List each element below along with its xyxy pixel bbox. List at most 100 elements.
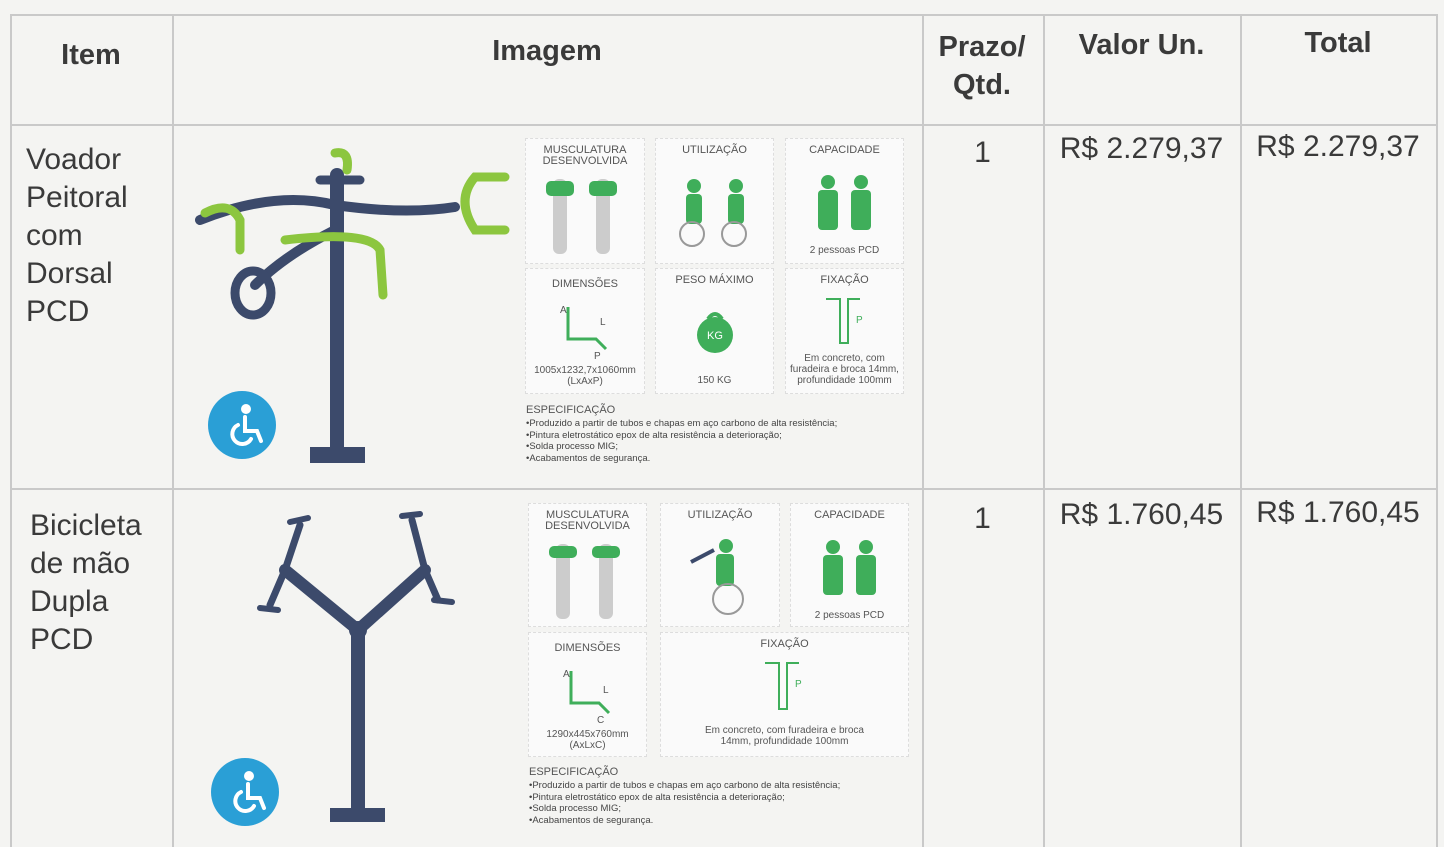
panel: PESO MÁXIMO KG 150 KG xyxy=(655,268,774,394)
figures xyxy=(686,179,744,224)
panel: MUSCULATURA DESENVOLVIDA xyxy=(525,138,645,264)
spec-title: ESPECIFICAÇÃO xyxy=(529,766,619,778)
handle xyxy=(200,203,245,255)
figures xyxy=(818,175,871,230)
panel: UTILIZAÇÃO xyxy=(655,138,774,264)
panel-title: FIXAÇÃO xyxy=(760,638,809,650)
body xyxy=(556,544,570,619)
fix-letter: P xyxy=(795,679,802,690)
panel-text: Em concreto, com furadeira e broca 14mm,… xyxy=(705,725,864,747)
handles xyxy=(200,148,510,300)
base xyxy=(310,447,365,463)
dim-letter: C xyxy=(597,715,604,725)
panel-text: Em concreto, com furadeira e broca 14mm,… xyxy=(790,353,899,386)
total-price: R$ 2.279,37 xyxy=(1256,130,1420,163)
spec-item: Solda processo MIG; xyxy=(529,803,909,815)
wheel xyxy=(721,221,747,247)
crank xyxy=(690,548,715,564)
fix-letter: P xyxy=(856,315,863,326)
spec-title: ESPECIFICAÇÃO xyxy=(526,404,616,416)
spec-item: Produzido a partir de tubos e chapas em … xyxy=(529,780,909,792)
dimension-icon: A L P xyxy=(560,305,608,361)
capacity-icon xyxy=(818,175,871,230)
border xyxy=(10,488,1438,490)
icon-head xyxy=(244,771,254,781)
header-cell: Total xyxy=(1304,27,1372,59)
anchor xyxy=(826,298,860,344)
panel-title: PESO MÁXIMO xyxy=(675,274,754,286)
panel-title: MUSCULATURA DESENVOLVIDA xyxy=(542,144,628,167)
bodies xyxy=(553,179,610,254)
panel-title: CAPACIDADE xyxy=(814,509,885,521)
header-cell: Imagem xyxy=(492,35,602,67)
muscle xyxy=(549,546,577,558)
torso xyxy=(818,190,838,230)
icon-wheel xyxy=(230,423,253,446)
header-cell: Valor Un. xyxy=(1078,29,1205,61)
handle xyxy=(280,232,388,300)
border xyxy=(1240,14,1242,847)
panel-title: DIMENSÕES xyxy=(551,278,618,290)
spec-item: Pintura eletrostático epox de alta resis… xyxy=(526,430,906,442)
arm xyxy=(195,195,460,225)
dim-letter: L xyxy=(603,685,609,696)
wheels xyxy=(679,221,747,247)
muscle-icon xyxy=(546,179,617,254)
torso xyxy=(851,190,871,230)
head xyxy=(719,539,733,553)
unit-price: R$ 2.279,37 xyxy=(1059,132,1224,165)
panel-text: 2 pessoas PCD xyxy=(809,245,880,256)
arm xyxy=(352,564,431,636)
panel-text: 1290x445x760mm (AxLxC) xyxy=(546,729,629,751)
muscle xyxy=(589,181,617,196)
panel-title: UTILIZAÇÃO xyxy=(682,144,747,156)
icon-body xyxy=(243,415,263,443)
border xyxy=(172,14,174,847)
icon-head xyxy=(241,404,251,414)
panel: DIMENSÕES A L P 1005x1232,7x1060mm (LxAx… xyxy=(525,268,645,394)
wheelchair-symbol xyxy=(230,404,263,446)
border xyxy=(1043,14,1045,847)
head xyxy=(821,175,835,189)
body xyxy=(599,544,613,619)
weight xyxy=(697,317,733,353)
cranks xyxy=(266,516,442,609)
total-price: R$ 1.760,45 xyxy=(1256,496,1420,529)
quantity: 1 xyxy=(974,502,991,535)
usage-icon xyxy=(679,179,747,247)
panel: UTILIZAÇÃO xyxy=(660,503,780,627)
item-name: Bicicleta de mão Dupla PCD xyxy=(30,509,142,656)
panel-title: MUSCULATURA DESENVOLVIDA xyxy=(545,509,630,532)
accessibility-icon xyxy=(208,391,276,459)
equipment xyxy=(257,511,455,822)
weight-label: KG xyxy=(707,330,723,342)
head xyxy=(859,540,873,554)
fixing-icon: P xyxy=(826,298,863,344)
equipment-drawing xyxy=(195,148,510,463)
head xyxy=(729,179,743,193)
head xyxy=(687,179,701,193)
muscle xyxy=(592,546,620,558)
icon-body xyxy=(246,782,266,810)
dimension-icon: A L C xyxy=(563,669,611,725)
header-cell: Item xyxy=(61,39,121,71)
axes xyxy=(569,671,611,715)
dim-letter: P xyxy=(594,351,601,361)
panel: FIXAÇÃO P Em concreto, com furadeira e b… xyxy=(660,632,909,757)
panel: FIXAÇÃO P Em concreto, com furadeira e b… xyxy=(785,268,904,394)
panel-title: CAPACIDADE xyxy=(809,144,880,156)
torso xyxy=(823,555,843,595)
weight-handle xyxy=(706,312,724,321)
dim-letter: A xyxy=(563,669,570,680)
usage-icon xyxy=(690,539,744,615)
seat xyxy=(230,266,276,320)
head xyxy=(826,540,840,554)
spec-item: Pintura eletrostático epox de alta resis… xyxy=(529,792,909,804)
base xyxy=(330,808,385,822)
torso xyxy=(728,194,744,224)
quantity: 1 xyxy=(974,136,991,169)
body xyxy=(553,179,567,254)
spec-item: Acabamentos de segurança. xyxy=(529,815,909,827)
muscles xyxy=(549,546,620,558)
